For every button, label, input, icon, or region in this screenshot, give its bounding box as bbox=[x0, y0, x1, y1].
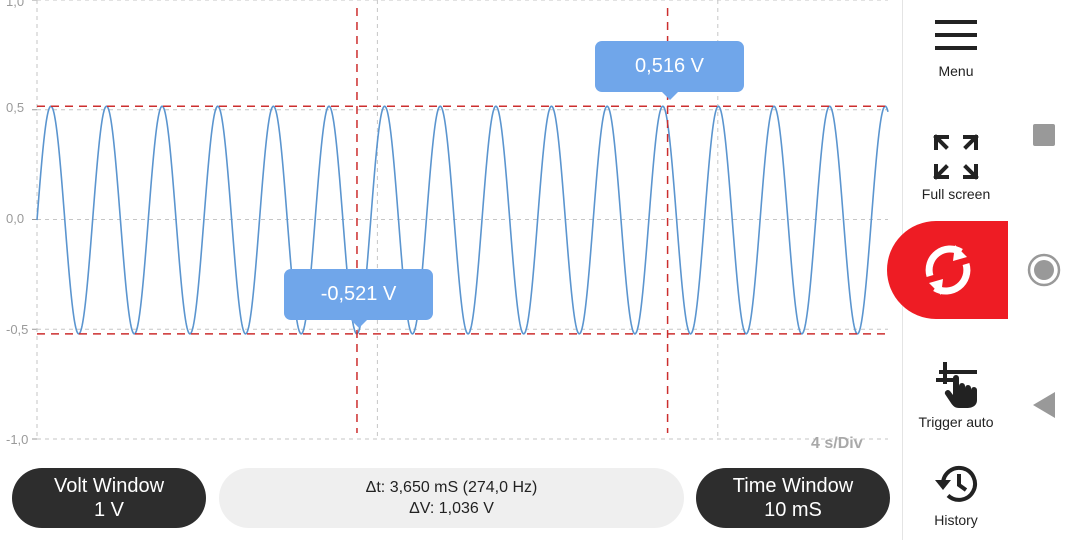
volt-window-value: 1 V bbox=[93, 499, 125, 521]
back-triangle-icon bbox=[1033, 392, 1055, 418]
time-per-div-label: 4 s/Div bbox=[811, 435, 863, 452]
oscilloscope-plot[interactable] bbox=[0, 0, 900, 460]
volt-window-title: Volt Window bbox=[53, 475, 165, 497]
history-icon bbox=[935, 465, 977, 502]
full-screen-button[interactable]: Full screen bbox=[903, 134, 1009, 202]
delta-v-text: ΔV: 1,036 V bbox=[409, 500, 494, 517]
nav-home-button[interactable] bbox=[1008, 253, 1080, 287]
hamburger-icon bbox=[935, 20, 977, 50]
history-label: History bbox=[934, 512, 978, 528]
y-tick-label-2: 0,5 bbox=[6, 100, 25, 115]
lower-cursor-marker[interactable]: -0,521 V bbox=[284, 269, 433, 328]
history-button[interactable]: History bbox=[903, 463, 1009, 528]
time-window-button[interactable]: Time Window 10 mS bbox=[696, 468, 890, 528]
trigger-hand-icon bbox=[936, 362, 977, 408]
full-screen-label: Full screen bbox=[921, 186, 991, 202]
y-tick-label-3: 0,0 bbox=[6, 211, 25, 226]
start-stop-button[interactable] bbox=[887, 221, 1008, 319]
time-window-title: Time Window bbox=[732, 475, 854, 497]
y-tick-label-5: -1,0 bbox=[6, 432, 29, 447]
trigger-auto-label: Trigger auto bbox=[918, 414, 994, 430]
refresh-icon bbox=[925, 245, 970, 295]
fullscreen-icon bbox=[933, 134, 979, 180]
volt-window-button[interactable]: Volt Window 1 V bbox=[12, 468, 206, 528]
time-window-value: 10 mS bbox=[764, 499, 822, 521]
home-circle-icon bbox=[1027, 253, 1061, 287]
delta-t-text: Δt: 3,650 mS (274,0 Hz) bbox=[365, 479, 538, 496]
menu-label: Menu bbox=[938, 63, 974, 79]
waveform-trace bbox=[36, 105, 889, 335]
upper-cursor-marker[interactable]: 0,516 V bbox=[595, 41, 744, 100]
nav-back-button[interactable] bbox=[1008, 392, 1080, 418]
y-tick-label-4: -0,5 bbox=[6, 322, 29, 337]
stop-square-icon bbox=[1033, 124, 1055, 146]
y-tick-label-1: 1,0 bbox=[6, 0, 25, 9]
nav-recents-button[interactable] bbox=[1008, 124, 1080, 146]
trigger-auto-button[interactable]: Trigger auto bbox=[903, 360, 1009, 430]
measurement-readout: Δt: 3,650 mS (274,0 Hz) ΔV: 1,036 V bbox=[219, 468, 684, 528]
system-nav-bar bbox=[1008, 0, 1080, 540]
menu-button[interactable]: Menu bbox=[903, 18, 1009, 79]
